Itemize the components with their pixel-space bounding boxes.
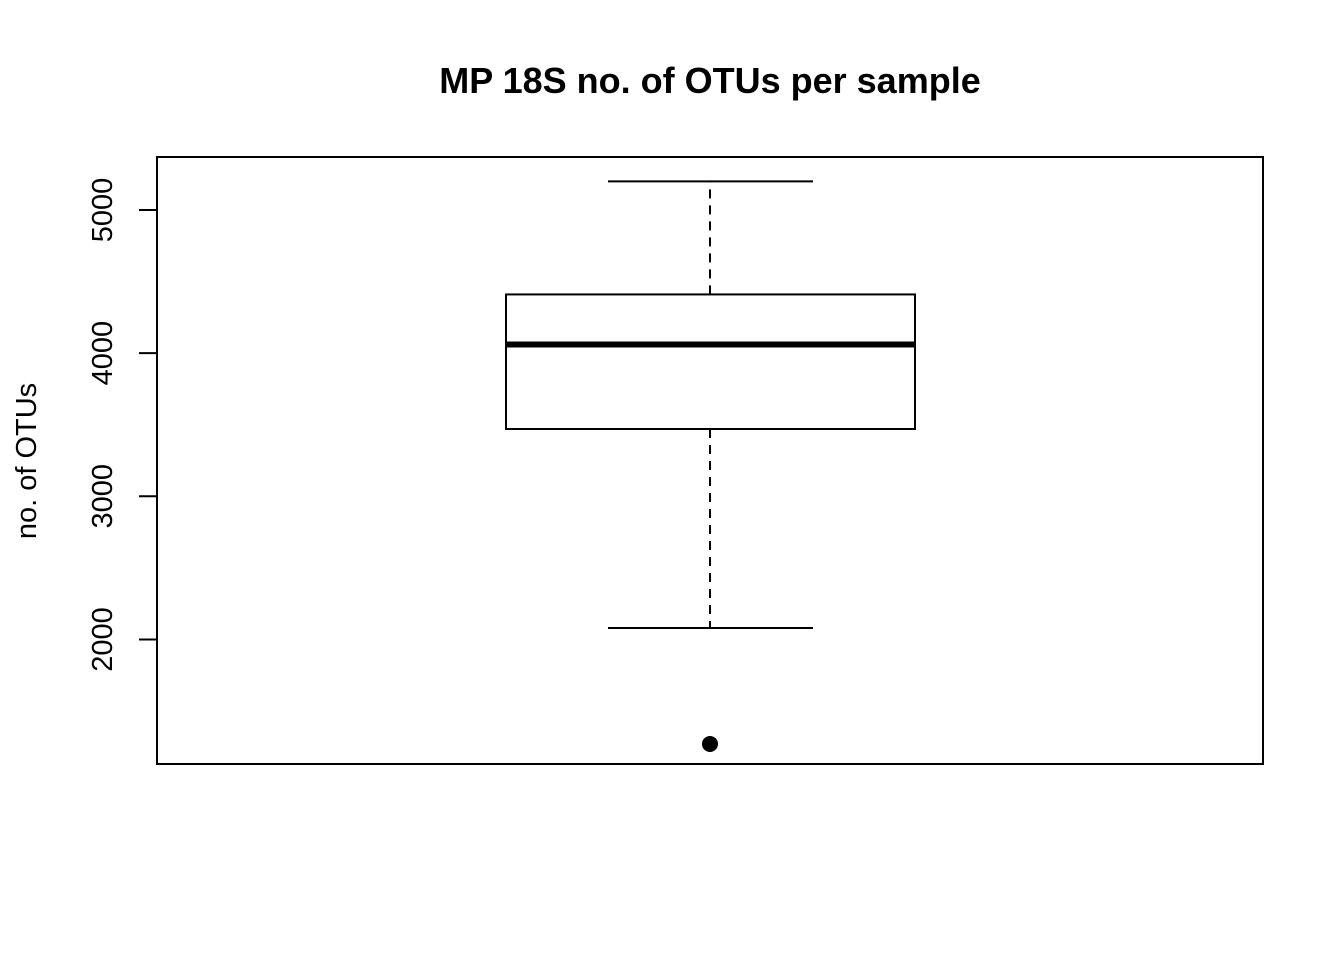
interquartile-box [505, 293, 916, 431]
outlier-point-0 [702, 735, 718, 752]
y-tick-label-3000: 3000 [87, 464, 119, 529]
box-series [505, 180, 916, 752]
plot-frame [156, 156, 1264, 765]
y-tick-label-2000: 2000 [87, 607, 119, 672]
y-axis-label: no. of OTUs [11, 383, 43, 539]
y-tick-label-4000: 4000 [87, 321, 119, 386]
y-tick-label-5000: 5000 [87, 178, 119, 243]
chart-title: MP 18S no. of OTUs per sample [439, 60, 980, 101]
y-axis: 2000 3000 4000 5000 [87, 178, 158, 672]
